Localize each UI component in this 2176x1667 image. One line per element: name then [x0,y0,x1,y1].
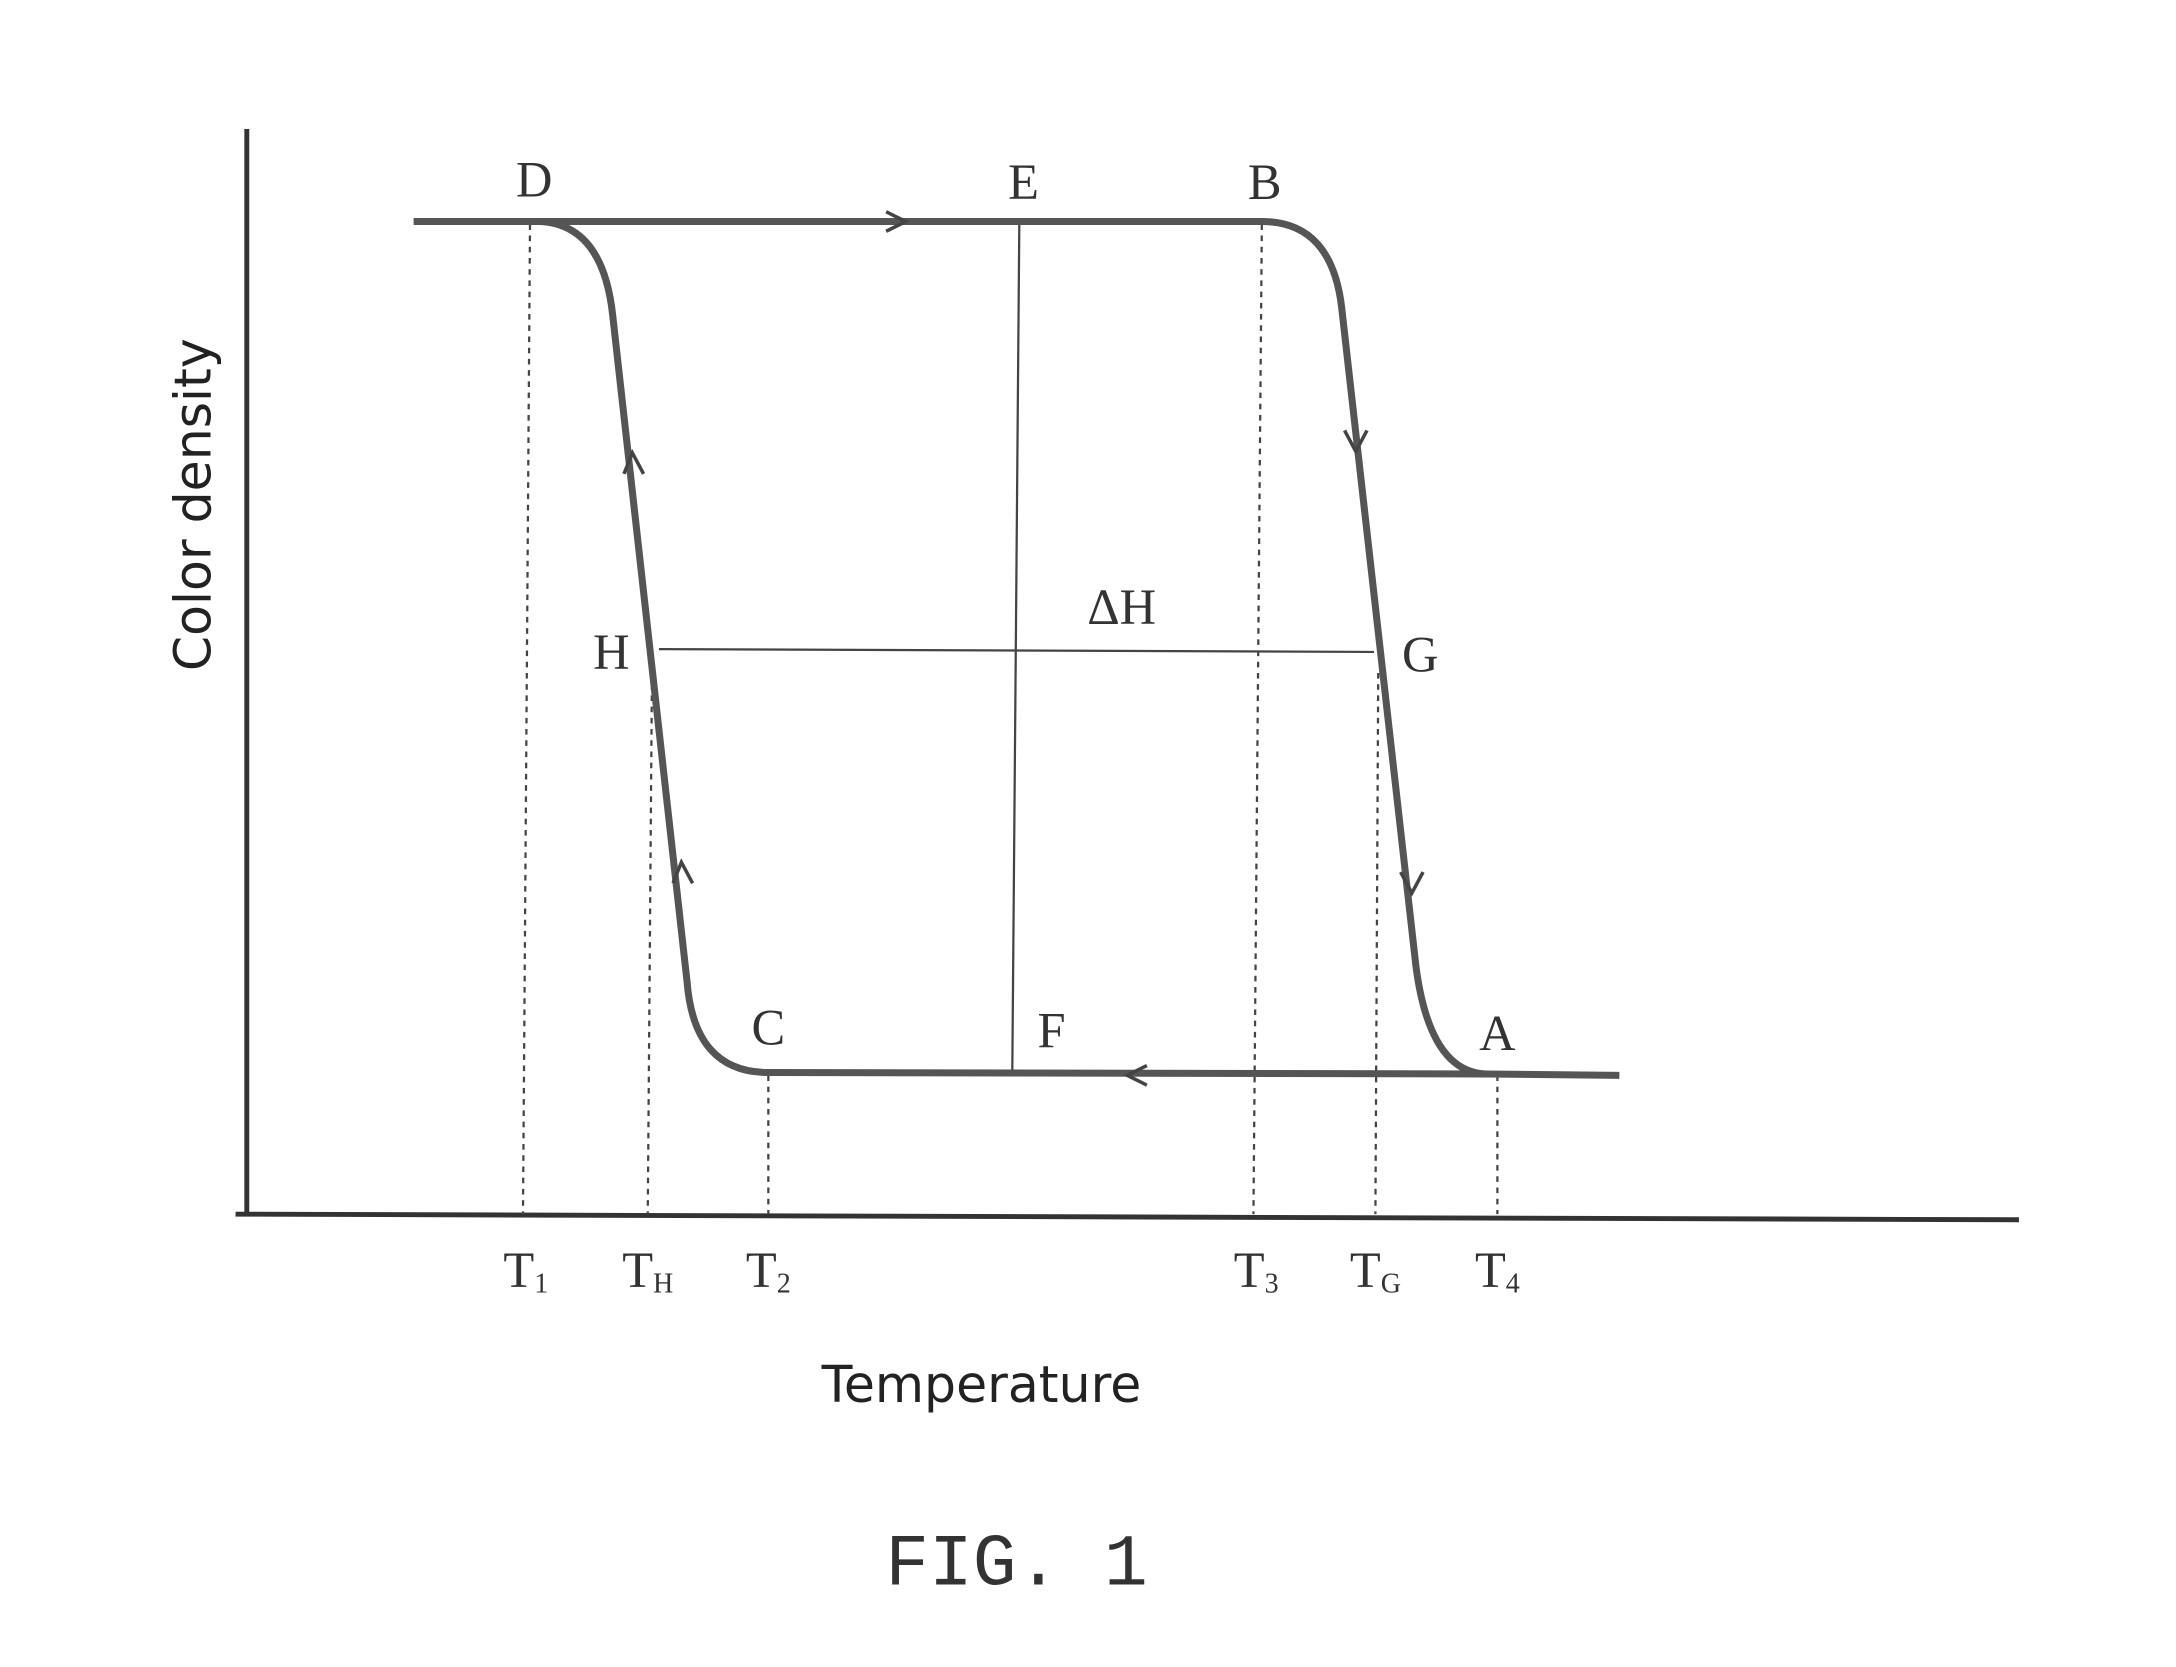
e-f-line [1011,224,1021,1073]
point-label: F [1038,1002,1066,1058]
tick-base: T [746,1242,777,1298]
tick-label: T4 [1475,1242,1520,1300]
th-guide [646,672,654,1215]
point-label: D [516,151,552,207]
tick-base: T [1475,1242,1506,1298]
point-label: B [1248,154,1282,210]
point-label: A [1479,1005,1516,1061]
tick-base: T [503,1242,534,1298]
arrow [1123,1063,1148,1087]
tick-base: T [1234,1242,1265,1298]
tick-sub: 4 [1506,1269,1520,1300]
y-axis-label: Color density [163,338,222,671]
arrow [1399,871,1425,897]
tick-label: TG [1350,1242,1401,1300]
h-g-line [658,648,1375,654]
tick-sub: 1 [534,1269,548,1300]
arrow [671,858,695,885]
tick-sub: G [1381,1269,1401,1300]
tick-sub: 2 [777,1269,791,1300]
arrow [622,448,646,475]
x-axis [235,1211,2019,1223]
tick-labels: T1 TH T2 T3 TG T4 [503,1242,1519,1300]
point-label: C [752,1000,786,1056]
tick-label: T1 [503,1242,548,1300]
tick-sub: H [653,1269,673,1300]
tg-guide [1374,672,1380,1215]
tick-label: T2 [746,1242,791,1300]
cooling-curve [539,218,1487,1078]
arrow [1343,429,1369,456]
arrow [885,210,910,233]
delta-label: ΔH [1087,579,1156,635]
tick-base: T [1350,1242,1381,1298]
point-label: H [593,624,629,680]
tick-label: T3 [1234,1242,1279,1300]
tick-base: T [622,1242,653,1298]
tick-sub: 3 [1265,1269,1279,1300]
t1-guide [521,224,532,1215]
caption: FIG. 1 [885,1523,1147,1606]
tick-label: TH [622,1242,673,1300]
heating-curve [413,218,1620,1079]
point-label: G [1402,627,1438,683]
t3-guide [1252,224,1263,1215]
point-label: E [1008,154,1039,210]
x-axis-label: Temperature [821,1355,1142,1414]
